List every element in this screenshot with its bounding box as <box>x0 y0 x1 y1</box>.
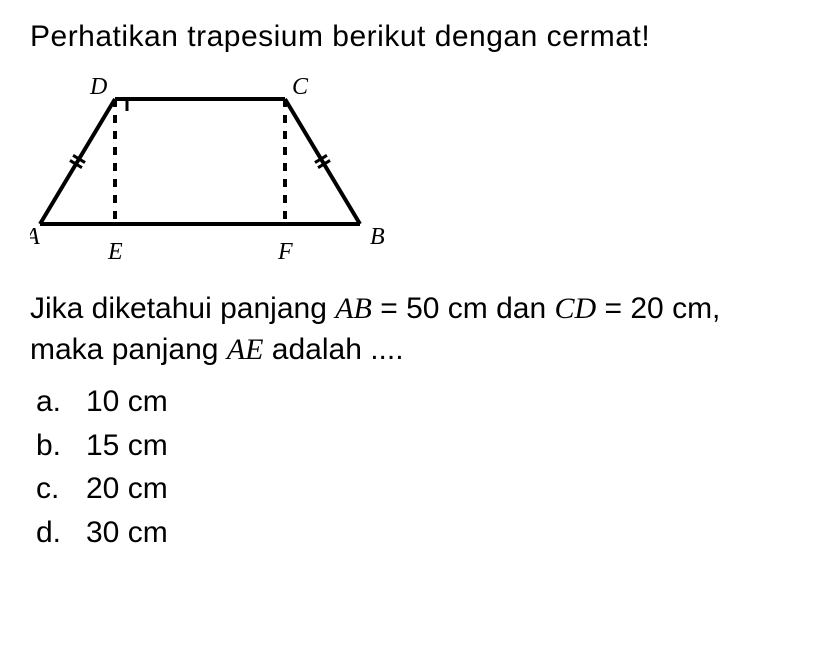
options-list: a. 10 cm b. 15 cm c. 20 cm d. 30 cm <box>30 380 795 554</box>
cond-ab: AB <box>335 292 372 325</box>
cond-cd: CD <box>554 292 596 325</box>
option-d: d. 30 cm <box>36 511 795 555</box>
svg-text:D: D <box>89 74 107 100</box>
option-c: c. 20 cm <box>36 467 795 511</box>
cond-ae: AE <box>227 333 264 366</box>
cond-part1: Jika diketahui panjang <box>30 292 335 325</box>
svg-text:B: B <box>370 224 385 250</box>
option-a: a. 10 cm <box>36 380 795 424</box>
trapezoid-svg: A B C D E F <box>30 69 390 269</box>
cond-eq1: = 50 cm dan <box>372 292 555 325</box>
option-letter: d. <box>36 511 86 555</box>
svg-text:C: C <box>292 74 309 100</box>
condition-text: Jika diketahui panjang AB = 50 cm dan CD… <box>30 289 795 370</box>
trapezoid-diagram: A B C D E F <box>30 69 390 269</box>
svg-text:F: F <box>277 239 293 265</box>
option-b: b. 15 cm <box>36 424 795 468</box>
option-value: 30 cm <box>86 511 168 555</box>
option-letter: c. <box>36 467 86 511</box>
option-value: 20 cm <box>86 467 168 511</box>
option-letter: b. <box>36 424 86 468</box>
question-text: Perhatikan trapesium berikut dengan cerm… <box>30 20 795 54</box>
option-letter: a. <box>36 380 86 424</box>
svg-text:A: A <box>30 224 40 250</box>
option-value: 10 cm <box>86 380 168 424</box>
cond-part3: adalah .... <box>263 333 403 366</box>
option-value: 15 cm <box>86 424 168 468</box>
svg-text:E: E <box>107 239 123 265</box>
